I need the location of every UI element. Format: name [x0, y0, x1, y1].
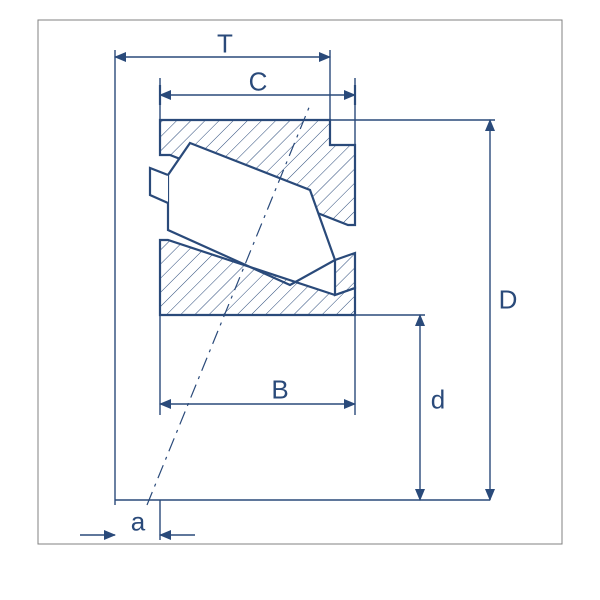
cone-shoulder	[335, 253, 355, 295]
label-D: D	[499, 285, 518, 316]
label-d: d	[431, 385, 445, 416]
cage-notch	[150, 168, 168, 203]
label-T: T	[217, 29, 233, 60]
bearing-parts	[150, 120, 355, 315]
label-C: C	[249, 67, 268, 98]
frame	[38, 20, 562, 544]
diagram-canvas: T C B D d a	[0, 0, 600, 600]
label-B: B	[271, 375, 288, 406]
label-a: a	[131, 507, 145, 538]
